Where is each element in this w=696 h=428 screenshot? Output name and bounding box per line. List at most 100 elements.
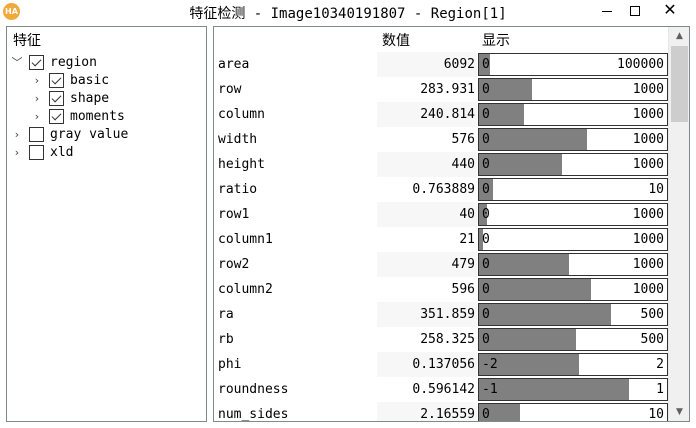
value-bar: 0 100000 [478, 53, 668, 76]
value-bar: 0 1000 [478, 203, 668, 226]
minimize-button[interactable] [592, 0, 622, 22]
chevron-right-icon[interactable]: › [34, 91, 40, 105]
tree-header: 特征 [13, 33, 41, 49]
bar-min-label: 0 [482, 407, 490, 422]
value-bar-fill [479, 154, 562, 175]
close-button[interactable]: ✕ [650, 0, 690, 22]
bar-max-label: 1000 [632, 257, 664, 272]
feature-name: column [218, 107, 265, 122]
chevron-right-icon[interactable]: › [14, 145, 20, 159]
bar-min-label: 0 [482, 207, 490, 222]
table-row[interactable]: ratio 0.763889 0 10 [214, 177, 668, 202]
bar-max-label: 1000 [632, 282, 664, 297]
value-bar-fill [479, 329, 577, 350]
bar-max-label: 1 [656, 382, 664, 397]
tree-checkbox[interactable] [29, 54, 44, 70]
bar-min-label: -2 [482, 357, 498, 372]
chevron-right-icon[interactable]: › [34, 73, 40, 87]
table-row[interactable]: ra 351.859 0 500 [214, 302, 668, 327]
table-row[interactable]: width 576 0 1000 [214, 127, 668, 152]
tree-checkbox[interactable] [49, 108, 64, 124]
tree-item-xld[interactable]: › xld [11, 143, 73, 161]
tree-checkbox[interactable] [49, 72, 64, 88]
value-bar: 0 1000 [478, 103, 668, 126]
value-bar: 0 10 [478, 403, 668, 422]
value-bar-fill [479, 129, 588, 150]
tree-item-basic[interactable]: › basic [31, 71, 109, 89]
feature-name: height [218, 157, 265, 172]
value-bar: 0 1000 [478, 278, 668, 301]
feature-value: 479 [377, 252, 477, 277]
value-bar-fill [479, 304, 612, 325]
column-header-value[interactable]: 数值 [382, 33, 410, 49]
chevron-right-icon[interactable]: › [34, 109, 40, 123]
feature-name: width [218, 132, 258, 147]
table-row[interactable]: column2 596 0 1000 [214, 277, 668, 302]
table-row[interactable]: row2 479 0 1000 [214, 252, 668, 277]
tree-item-label: moments [70, 108, 125, 124]
feature-name: row1 [218, 207, 250, 222]
value-bar-fill [479, 179, 494, 200]
value-bar: 0 500 [478, 303, 668, 326]
tree-item-label: region [50, 54, 97, 70]
tree-checkbox[interactable] [29, 144, 44, 160]
value-bar-fill [479, 279, 592, 300]
tree-item-gray-value[interactable]: › gray value [11, 125, 128, 143]
table-row[interactable]: row 283.931 0 1000 [214, 77, 668, 102]
feature-value: 283.931 [377, 77, 477, 102]
tree-item-moments[interactable]: › moments [31, 107, 125, 125]
feature-name: area [218, 57, 250, 72]
tree-item-region[interactable]: ﹀ region [11, 53, 97, 71]
table-row[interactable]: column1 21 0 1000 [214, 227, 668, 252]
feature-name: ratio [218, 182, 258, 197]
table-row[interactable]: area 6092 0 100000 [214, 52, 668, 77]
tree-checkbox[interactable] [49, 90, 64, 106]
vertical-scrollbar[interactable]: ▲ ▼ [668, 27, 689, 421]
table-row[interactable]: row1 40 0 1000 [214, 202, 668, 227]
value-bar-fill [479, 254, 570, 275]
tree-item-shape[interactable]: › shape [31, 89, 109, 107]
feature-name: row2 [218, 257, 250, 272]
feature-name: ra [218, 307, 234, 322]
value-bar: 0 1000 [478, 253, 668, 276]
scroll-up-icon[interactable]: ▲ [676, 31, 683, 41]
bar-min-label: 0 [482, 332, 490, 347]
tree-item-label: basic [70, 72, 110, 88]
value-bar-fill [479, 229, 483, 250]
tree-item-label: xld [50, 144, 74, 160]
bar-min-label: 0 [482, 282, 490, 297]
feature-value: 258.325 [377, 327, 477, 352]
chevron-down-icon[interactable]: ﹀ [11, 56, 23, 69]
bar-max-label: 1000 [632, 132, 664, 147]
table-row[interactable]: rb 258.325 0 500 [214, 327, 668, 352]
bar-min-label: 0 [482, 132, 490, 147]
chevron-right-icon[interactable]: › [14, 127, 20, 141]
bar-min-label: -1 [482, 382, 498, 397]
feature-table-panel: 数值 显示 area 6092 0 100000 row 283.931 0 1000 colu… [213, 26, 690, 422]
feature-name: roundness [218, 382, 289, 397]
table-row[interactable]: phi 0.137056 -2 2 [214, 352, 668, 377]
bar-min-label: 0 [482, 232, 490, 247]
tree-checkbox[interactable] [29, 126, 44, 142]
table-row[interactable]: column 240.814 0 1000 [214, 102, 668, 127]
table-row[interactable]: roundness 0.596142 -1 1 [214, 377, 668, 402]
scroll-down-icon[interactable]: ▼ [676, 407, 683, 417]
column-header-display[interactable]: 显示 [482, 33, 510, 49]
scroll-thumb[interactable] [671, 46, 688, 122]
value-bar-fill [479, 204, 487, 225]
bar-max-label: 1000 [632, 107, 664, 122]
close-icon: ✕ [663, 0, 677, 19]
value-bar-fill [479, 354, 580, 375]
bar-min-label: 0 [482, 182, 490, 197]
table-row[interactable]: num_sides 2.16559 0 10 [214, 402, 668, 422]
bar-min-label: 0 [482, 57, 490, 72]
value-bar: 0 1000 [478, 78, 668, 101]
bar-max-label: 10 [648, 407, 664, 422]
maximize-button[interactable] [620, 0, 650, 22]
title-bar: HA 特征检测 - Image10340191807 - Region[1] ✕ [0, 0, 696, 24]
feature-value: 40 [377, 202, 477, 227]
value-bar-fill [479, 379, 630, 400]
feature-tree-panel: 特征 ﹀ region › basic › shape › moments › gray valu… [6, 26, 207, 422]
bar-min-label: 0 [482, 107, 490, 122]
table-row[interactable]: height 440 0 1000 [214, 152, 668, 177]
